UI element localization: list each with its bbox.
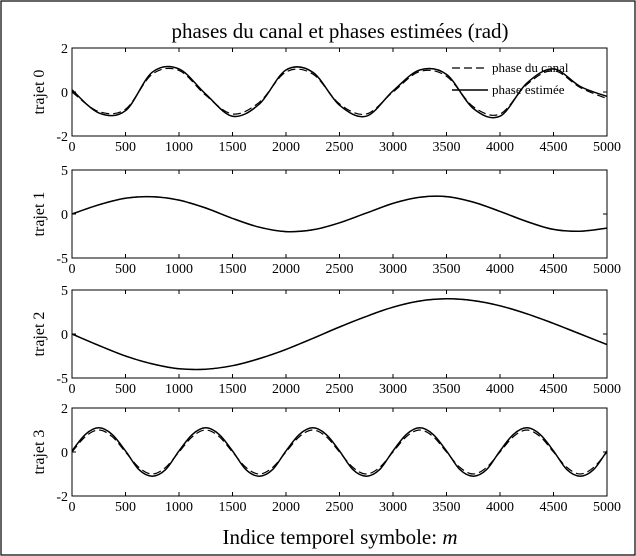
- x-tick-label: 4500: [540, 382, 568, 397]
- y-axis-label: trajet 3: [31, 430, 48, 475]
- legend-entry-label: phase du canal: [492, 60, 569, 75]
- x-tick-label: 3500: [433, 500, 461, 515]
- series-phase-estimee: [71, 195, 608, 233]
- legend-entry-label: phase estimée: [492, 82, 565, 97]
- x-tick-label: 3500: [433, 140, 461, 155]
- x-axis-label-variable: m: [442, 525, 457, 549]
- x-tick-label: 0: [69, 262, 76, 277]
- subplot-trajet-0: 0 500 1000 1500 2000 2500 3000 3500 4000 4500 5000…: [31, 42, 621, 155]
- x-tick-label: 2500: [326, 500, 354, 515]
- y-tick-label: 0: [61, 446, 68, 461]
- y-axis-label: trajet 2: [31, 312, 48, 357]
- x-tick-label: 4000: [486, 262, 514, 277]
- subplot-trajet-2: 0 500 1000 1500 2000 2500 3000 3500 4000 4500 5000…: [31, 284, 621, 397]
- x-tick-label: 500: [115, 140, 136, 155]
- x-tick-label: 3000: [379, 500, 407, 515]
- x-tick-label: 1500: [219, 382, 247, 397]
- x-tick-label: 3500: [433, 382, 461, 397]
- x-tick-label: 5000: [593, 262, 621, 277]
- x-tick-label: 1000: [165, 382, 193, 397]
- x-tick-label: 500: [115, 500, 136, 515]
- y-tick-label: 5: [61, 164, 68, 179]
- x-tick-label: 4500: [540, 140, 568, 155]
- series-phase-estimee: [71, 427, 608, 477]
- x-tick-label: 4000: [486, 500, 514, 515]
- x-tick-label: 4000: [486, 382, 514, 397]
- x-tick-label: 2500: [326, 140, 354, 155]
- legend: phase du canal phase estimée: [452, 60, 569, 97]
- x-tick-label: 3000: [379, 262, 407, 277]
- x-tick-label: 1500: [219, 140, 247, 155]
- y-tick-label: 0: [61, 86, 68, 101]
- x-tick-label: 2000: [272, 262, 300, 277]
- y-tick-label: -5: [56, 252, 68, 267]
- y-axis-label: trajet 0: [31, 70, 48, 115]
- x-tick-label: 500: [115, 382, 136, 397]
- y-tick-label: -2: [56, 130, 68, 145]
- y-tick-label: 5: [61, 284, 68, 299]
- x-tick-label: 0: [69, 140, 76, 155]
- subplot-trajet-1: 0 500 1000 1500 2000 2500 3000 3500 4000 4500 5000…: [31, 164, 621, 277]
- x-tick-label: 4000: [486, 140, 514, 155]
- x-tick-label: 4500: [540, 500, 568, 515]
- x-tick-label: 3500: [433, 262, 461, 277]
- x-axis-label: Indice temporel symbole: m: [222, 525, 457, 549]
- y-tick-label: 0: [61, 328, 68, 343]
- x-tick-label: 4500: [540, 262, 568, 277]
- x-tick-label: 5000: [593, 140, 621, 155]
- y-axis-label: trajet 1: [31, 192, 48, 237]
- series-phase-estimee: [71, 65, 608, 119]
- x-tick-label: 2500: [326, 382, 354, 397]
- y-tick-label: -5: [56, 372, 68, 387]
- x-axis-label-text: Indice temporel symbole:: [222, 525, 442, 549]
- x-tick-label: 0: [69, 500, 76, 515]
- x-tick-label: 1000: [165, 500, 193, 515]
- x-tick-label: 1000: [165, 140, 193, 155]
- y-tick-label: -2: [56, 490, 68, 505]
- x-tick-label: 3000: [379, 140, 407, 155]
- chart-title: phases du canal et phases estimées (rad): [171, 19, 508, 43]
- x-tick-label: 1500: [219, 262, 247, 277]
- x-tick-label: 2000: [272, 382, 300, 397]
- x-tick-label: 5000: [593, 382, 621, 397]
- x-tick-label: 0: [69, 382, 76, 397]
- y-tick-label: 2: [61, 402, 68, 417]
- x-tick-label: 2500: [326, 262, 354, 277]
- y-tick-label: 2: [61, 42, 68, 57]
- subplot-panels: 0 500 1000 1500 2000 2500 3000 3500 4000 4500 5000…: [31, 42, 621, 515]
- x-tick-label: 3000: [379, 382, 407, 397]
- x-tick-label: 1000: [165, 262, 193, 277]
- x-tick-label: 1500: [219, 500, 247, 515]
- x-tick-label: 2000: [272, 500, 300, 515]
- subplot-trajet-3: 0 500 1000 1500 2000 2500 3000 3500 4000 4500 5000…: [31, 402, 621, 515]
- x-tick-label: 500: [115, 262, 136, 277]
- x-tick-label: 2000: [272, 140, 300, 155]
- y-tick-label: 0: [61, 208, 68, 223]
- series-phase-estimee: [71, 298, 608, 371]
- x-tick-label: 5000: [593, 500, 621, 515]
